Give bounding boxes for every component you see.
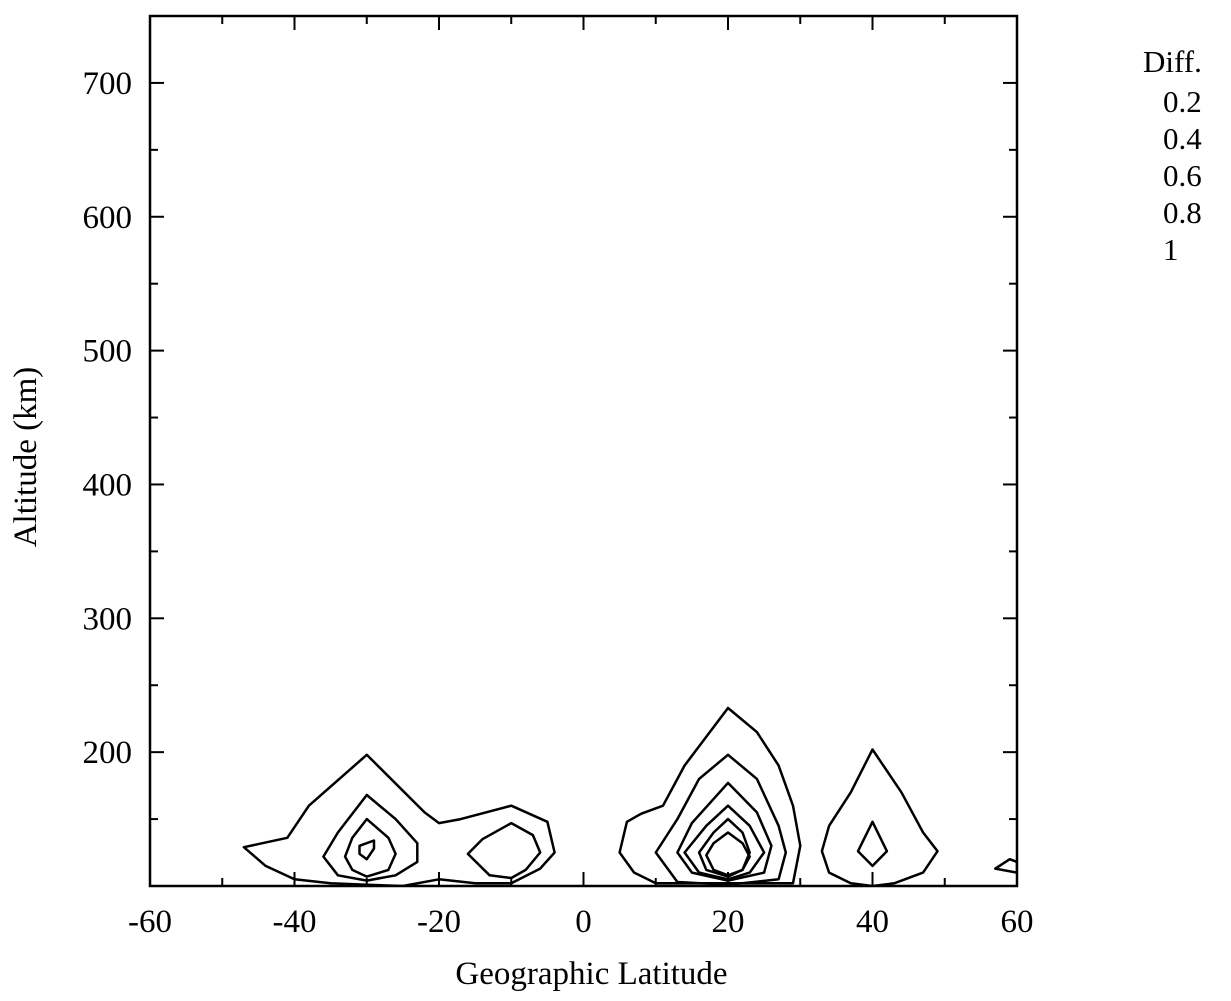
contour-line: [676, 781, 773, 882]
x-tick-label: 20: [712, 904, 745, 940]
y-tick-label: 200: [83, 735, 133, 771]
y-tick-label: 700: [83, 66, 133, 102]
x-tick-label: 60: [1001, 904, 1034, 940]
legend-entry: 0.4: [1163, 121, 1202, 156]
contour-line: [654, 753, 788, 886]
plot-frame: [148, 14, 1019, 888]
contour-line: [705, 831, 751, 877]
contour-line: [343, 817, 397, 878]
x-tick-label: 40: [856, 904, 889, 940]
legend-entry: 0.2: [1163, 84, 1202, 119]
x-tick-label: -20: [417, 904, 461, 940]
x-tick-label: 0: [575, 904, 592, 940]
contour-line: [683, 804, 766, 881]
y-axis-label: Altitude (km): [8, 367, 44, 548]
contour-line: [994, 857, 1017, 874]
contour-line: [697, 817, 751, 878]
x-tick-label: -60: [128, 904, 172, 940]
contour-lines: [242, 706, 1017, 886]
contour-line: [856, 820, 889, 868]
y-tick-label: 300: [83, 601, 133, 637]
y-tick-label: 500: [83, 334, 133, 370]
contour-line: [618, 706, 802, 885]
legend-entry: 0.8: [1163, 195, 1202, 230]
contour-line: [322, 793, 419, 882]
contour-line: [820, 748, 939, 886]
tick-marks: [149, 15, 1018, 886]
legend-entry: 0.6: [1163, 158, 1202, 193]
y-tick-label: 400: [83, 467, 133, 503]
contour-line: [242, 753, 556, 886]
legend-title: Diff.: [1143, 44, 1202, 79]
x-axis-label: Geographic Latitude: [455, 956, 727, 992]
tick-labels: -60 -40 -20 0 20 40 60 200 300 400 500 600 700: [83, 66, 1034, 940]
contour-line: [358, 839, 376, 861]
y-tick-label: 600: [83, 200, 133, 236]
legend: Diff. 0.20.40.60.81: [1143, 44, 1202, 267]
x-tick-label: -40: [273, 904, 317, 940]
contour-line: [466, 821, 542, 880]
legend-entry: 1: [1163, 232, 1179, 267]
